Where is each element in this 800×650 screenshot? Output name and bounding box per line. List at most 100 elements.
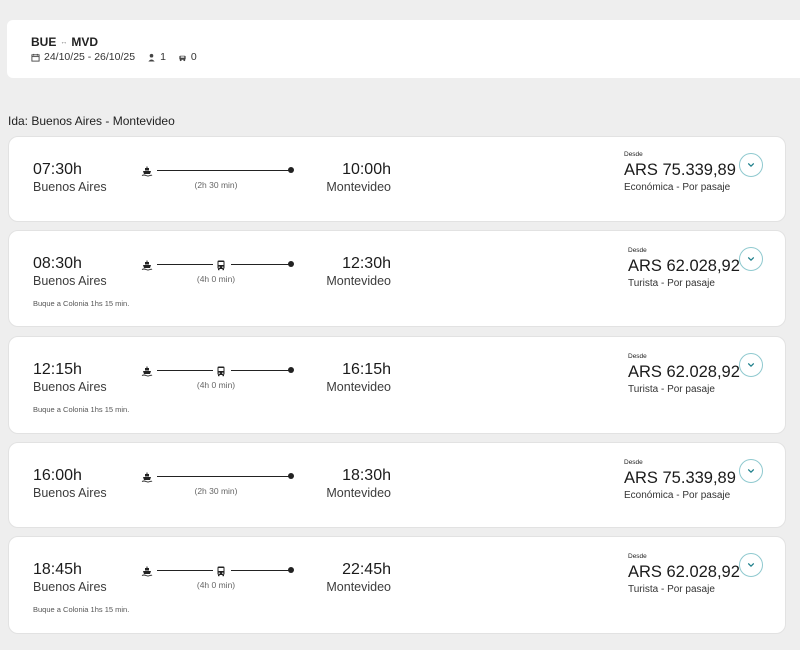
duration: (4h 0 min): [196, 580, 236, 590]
price-box: Desde ARS 62.028,92 Turista - Por pasaje: [628, 553, 740, 595]
route-segment: [231, 264, 291, 265]
search-summary[interactable]: BUE ↔ MVD 24/10/25 - 26/10/25 1 0: [7, 20, 800, 78]
duration: (2h 30 min): [194, 180, 238, 190]
trip-card[interactable]: 16:00h Buenos Aires (2h 30 min) 18:30h M…: [8, 442, 786, 528]
route-end-dot: [288, 473, 294, 479]
duration: (2h 30 min): [194, 486, 238, 496]
departure-time: 12:15h: [33, 361, 82, 378]
expand-button[interactable]: [739, 247, 763, 271]
route-segment: [157, 476, 291, 477]
arrival: 22:45h Montevideo: [299, 561, 391, 595]
passenger-count: 1: [160, 51, 166, 63]
price-from-label: Desde: [624, 151, 643, 158]
route-end-dot: [288, 261, 294, 267]
departure-city: Buenos Aires: [33, 380, 107, 394]
departure-city: Buenos Aires: [33, 486, 107, 500]
arrival-time: 22:45h: [342, 561, 391, 578]
bus-icon: [215, 365, 227, 377]
person-icon: [147, 53, 156, 62]
route-end-dot: [288, 367, 294, 373]
arrival-time: 18:30h: [342, 467, 391, 484]
price-box: Desde ARS 62.028,92 Turista - Por pasaje: [628, 353, 740, 395]
route-segment: [157, 264, 213, 265]
price: ARS 75.339,89: [624, 161, 736, 179]
route-end-dot: [288, 167, 294, 173]
departure-time: 08:30h: [33, 255, 82, 272]
route-segment: [157, 370, 213, 371]
fare-class: Económica - Por pasaje: [624, 490, 731, 501]
route-line: [141, 365, 294, 377]
chevron-down-icon: [747, 469, 755, 473]
price-box: Desde ARS 75.339,89 Económica - Por pasa…: [624, 459, 736, 501]
departure-time: 07:30h: [33, 161, 82, 178]
route-segment: [231, 570, 291, 571]
price: ARS 62.028,92: [628, 363, 740, 381]
calendar-icon: [31, 53, 40, 62]
arrival: 10:00h Montevideo: [299, 161, 391, 195]
destination-code: MVD: [71, 35, 99, 49]
route-segment: [157, 170, 291, 171]
price-from-label: Desde: [628, 553, 647, 560]
arrival-city: Montevideo: [326, 274, 391, 288]
fare-class: Turista - Por pasaje: [628, 384, 715, 395]
duration: (4h 0 min): [196, 380, 236, 390]
departure-time: 16:00h: [33, 467, 82, 484]
chevron-down-icon: [747, 363, 755, 367]
trip-card[interactable]: 08:30h Buenos Aires (4h 0 min) 12:30h Mo…: [8, 230, 786, 327]
expand-button[interactable]: [739, 459, 763, 483]
duration: (4h 0 min): [196, 274, 236, 284]
price-box: Desde ARS 75.339,89 Económica - Por pasa…: [624, 151, 736, 193]
fare-class: Turista - Por pasaje: [628, 278, 715, 289]
chevron-down-icon: [747, 563, 755, 567]
connection-note: Buque a Colonia 1hs 15 min.: [33, 299, 130, 308]
fare-class: Turista - Por pasaje: [628, 584, 715, 595]
trip-card[interactable]: 12:15h Buenos Aires (4h 0 min) 16:15h Mo…: [8, 336, 786, 434]
arrival-city: Montevideo: [326, 486, 391, 500]
ferry-icon: [141, 565, 153, 577]
route-segment: [157, 570, 213, 571]
price-from-label: Desde: [624, 459, 643, 466]
expand-button[interactable]: [739, 353, 763, 377]
expand-button[interactable]: [739, 153, 763, 177]
departure-city: Buenos Aires: [33, 580, 107, 594]
connection-note: Buque a Colonia 1hs 15 min.: [33, 605, 130, 614]
departure: 12:15h Buenos Aires: [33, 361, 107, 395]
price: ARS 75.339,89: [624, 469, 736, 487]
ferry-icon: [141, 365, 153, 377]
arrival: 12:30h Montevideo: [299, 255, 391, 289]
arrival: 16:15h Montevideo: [299, 361, 391, 395]
price: ARS 62.028,92: [628, 257, 740, 275]
arrival-city: Montevideo: [326, 380, 391, 394]
ferry-icon: [141, 471, 153, 483]
price: ARS 62.028,92: [628, 563, 740, 581]
search-meta: 24/10/25 - 26/10/25 1 0: [31, 51, 800, 63]
fare-class: Económica - Por pasaje: [624, 182, 731, 193]
trip-card[interactable]: 18:45h Buenos Aires (4h 0 min) 22:45h Mo…: [8, 536, 786, 634]
departure: 16:00h Buenos Aires: [33, 467, 107, 501]
departure-city: Buenos Aires: [33, 180, 107, 194]
vehicle-count: 0: [190, 51, 197, 63]
car-icon: [178, 53, 187, 62]
route-end-dot: [288, 567, 294, 573]
route-line: [141, 259, 294, 271]
ferry-icon: [141, 259, 153, 271]
swap-arrows-icon: ↔: [60, 38, 68, 46]
arrival-time: 12:30h: [342, 255, 391, 272]
travel-dates: 24/10/25 - 26/10/25: [44, 51, 136, 63]
departure: 07:30h Buenos Aires: [33, 161, 107, 195]
ferry-icon: [141, 165, 153, 177]
departure: 18:45h Buenos Aires: [33, 561, 107, 595]
bus-icon: [215, 565, 227, 577]
route-line: [141, 565, 294, 577]
chevron-down-icon: [747, 257, 755, 261]
connection-note: Buque a Colonia 1hs 15 min.: [33, 405, 130, 414]
arrival-city: Montevideo: [326, 580, 391, 594]
price-box: Desde ARS 62.028,92 Turista - Por pasaje: [628, 247, 740, 289]
bus-icon: [215, 259, 227, 271]
departure-city: Buenos Aires: [33, 274, 107, 288]
expand-button[interactable]: [739, 553, 763, 577]
trip-card[interactable]: 07:30h Buenos Aires (2h 30 min) 10:00h M…: [8, 136, 786, 222]
chevron-down-icon: [747, 163, 755, 167]
route-segment: [231, 370, 291, 371]
route: BUE ↔ MVD: [31, 35, 800, 49]
